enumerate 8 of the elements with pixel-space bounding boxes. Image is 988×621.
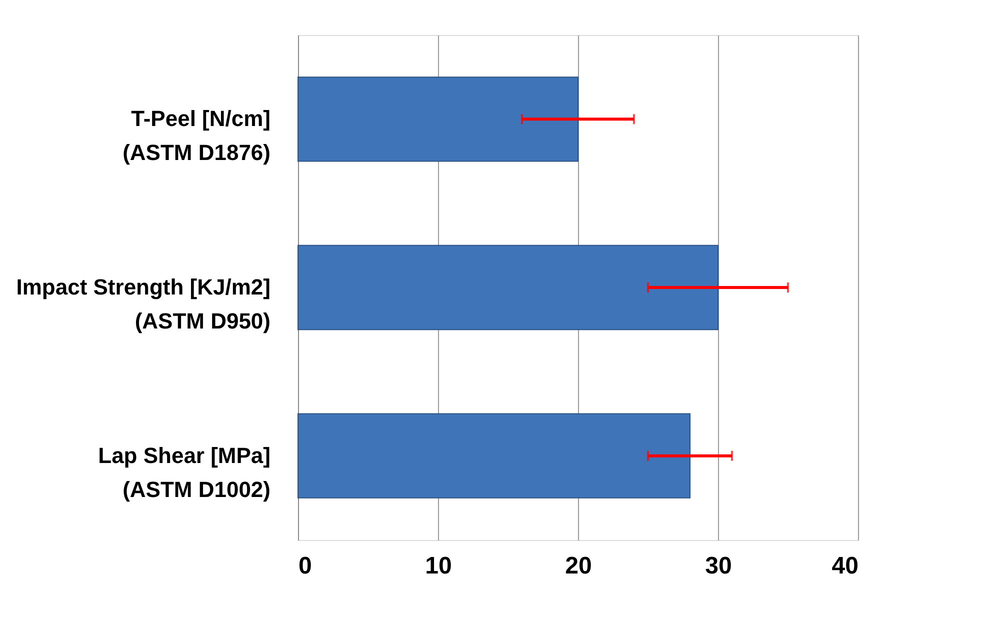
x-tick-label: 10: [425, 552, 452, 580]
x-tick-label: 20: [565, 552, 592, 580]
y-tick-label: T-Peel [N/cm] (ASTM D1876): [122, 106, 270, 166]
x-tick-label: 30: [705, 552, 732, 580]
y-tick-label: Lap Shear [MPa] (ASTM D1002): [98, 442, 270, 502]
x-tick-label: 0: [298, 552, 312, 580]
x-tick-label: 40: [832, 552, 858, 580]
y-tick-label: Impact Strength [KJ/m2] (ASTM D950): [16, 274, 270, 334]
